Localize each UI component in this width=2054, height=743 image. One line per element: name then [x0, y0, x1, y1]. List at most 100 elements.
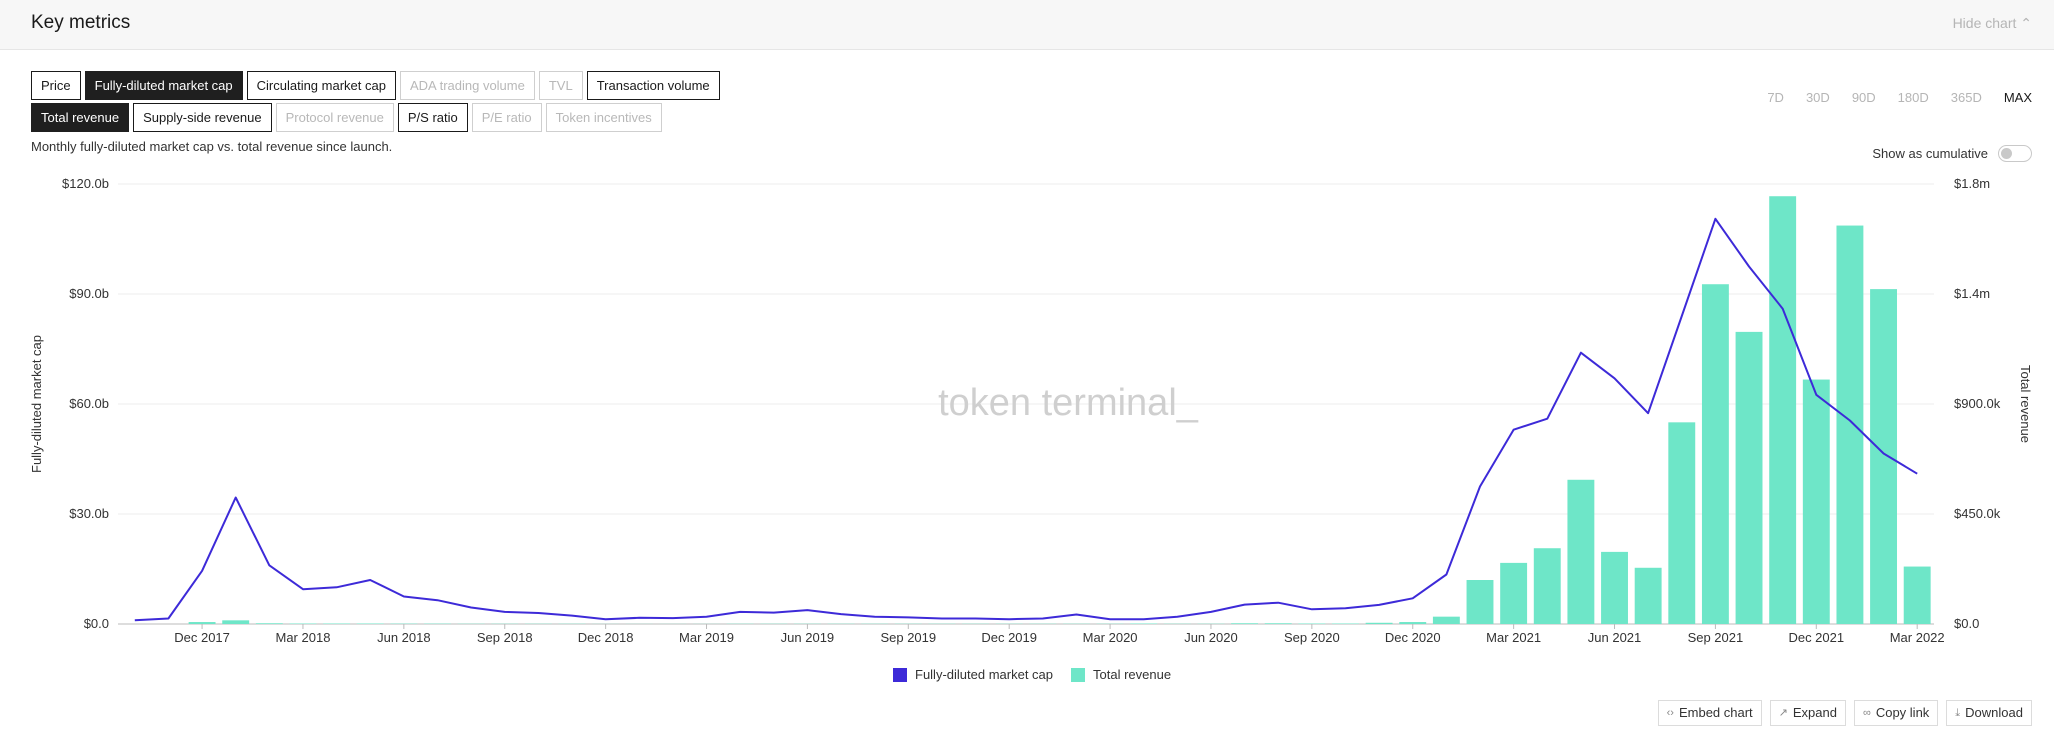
revenue-bar[interactable] [1533, 548, 1561, 624]
legend-label: Fully-diluted market cap [915, 667, 1053, 682]
revenue-bar[interactable] [1701, 284, 1729, 624]
x-tick-label: Mar 2021 [1486, 630, 1541, 645]
revenue-bar[interactable] [1399, 622, 1427, 624]
y-right-tick-label: $900.0k [1954, 396, 2001, 411]
metric-buttons-row-1: Price Fully-diluted market cap Circulating… [31, 71, 724, 100]
y-axis-left-title: Fully-diluted market cap [29, 335, 44, 473]
revenue-bar[interactable] [1567, 479, 1595, 624]
metric-button-price[interactable]: Price [31, 71, 81, 100]
link-icon: ∞ [1862, 707, 1871, 719]
revenue-bar[interactable] [1601, 551, 1628, 624]
revenue-bar[interactable] [1365, 622, 1393, 624]
metric-button-protocol-revenue[interactable]: Protocol revenue [275, 103, 394, 132]
revenue-bar[interactable] [1634, 567, 1662, 624]
metric-button-ada-trading-volume[interactable]: ADA trading volume [399, 71, 535, 100]
x-tick-label: Sep 2021 [1688, 630, 1744, 645]
metric-button-tvl[interactable]: TVL [538, 71, 583, 100]
range-90d[interactable]: 90D [1851, 90, 1876, 105]
revenue-bar[interactable] [1735, 331, 1763, 624]
y-left-tick-label: $0.0 [84, 616, 109, 631]
x-tick-label: Dec 2018 [578, 630, 634, 645]
x-tick-label: Mar 2018 [276, 630, 331, 645]
x-tick-label: Dec 2017 [174, 630, 230, 645]
metric-button-circulating-market-cap[interactable]: Circulating market cap [246, 71, 396, 100]
metric-button-supply-side-revenue[interactable]: Supply-side revenue [133, 103, 272, 132]
revenue-bar[interactable] [1432, 616, 1460, 624]
revenue-bar[interactable] [1802, 379, 1830, 624]
legend-swatch [893, 667, 907, 682]
x-tick-label: Mar 2020 [1083, 630, 1138, 645]
y-right-tick-label: $450.0k [1954, 506, 2001, 521]
revenue-bar[interactable] [1231, 623, 1259, 624]
legend-label: Total revenue [1093, 667, 1172, 682]
market-cap-line[interactable] [134, 217, 1918, 622]
chart-subtitle: Monthly fully-diluted market cap vs. tot… [31, 139, 393, 154]
chart-legend: Fully-diluted market cap Total revenue [893, 667, 1189, 682]
y-left-tick-label: $30.0b [69, 506, 109, 521]
x-tick-label: Sep 2018 [477, 630, 533, 645]
revenue-bar[interactable] [222, 620, 250, 624]
legend-swatch [1071, 667, 1085, 682]
legend-item[interactable]: Fully-diluted market cap [893, 667, 1053, 682]
range-max[interactable]: MAX [2003, 90, 2032, 105]
metric-button-p-e-ratio[interactable]: P/E ratio [471, 103, 542, 132]
embed-chart-button[interactable]: ‹› Embed chart [1657, 700, 1762, 726]
x-tick-label: Sep 2019 [880, 630, 936, 645]
y-right-tick-label: $1.4m [1954, 286, 1990, 301]
x-tick-label: Dec 2019 [981, 630, 1037, 645]
range-7d[interactable]: 7D [1767, 90, 1784, 105]
action-label: Download [1965, 705, 2023, 720]
y-axis-right-title: Total revenue [2018, 365, 2033, 443]
revenue-bar[interactable] [1769, 196, 1797, 624]
watermark-logo: token terminal_ [938, 382, 1199, 424]
range-365d[interactable]: 365D [1950, 90, 1982, 105]
action-label: Expand [1792, 705, 1837, 720]
action-label: Copy link [1875, 705, 1930, 720]
x-tick-label: Dec 2020 [1385, 630, 1441, 645]
revenue-bar[interactable] [255, 623, 283, 624]
metric-button-p-s-ratio[interactable]: P/S ratio [397, 103, 468, 132]
revenue-bar[interactable] [1466, 580, 1494, 624]
cumulative-label: Show as cumulative [1872, 146, 1988, 161]
metric-buttons-row-2: Total revenue Supply-side revenue Protocol… [31, 103, 666, 132]
expand-button[interactable]: ↗ Expand [1769, 700, 1846, 726]
y-left-tick-label: $120.0b [62, 176, 109, 191]
revenue-bar[interactable] [188, 622, 216, 624]
toggle-knob [2001, 148, 2012, 159]
x-tick-label: Dec 2021 [1788, 630, 1844, 645]
x-tick-label: Jun 2019 [781, 630, 835, 645]
revenue-bar[interactable] [1903, 566, 1931, 624]
revenue-bar[interactable] [1264, 623, 1292, 624]
code-icon: ‹› [1666, 707, 1674, 719]
cumulative-toggle[interactable] [1998, 145, 2032, 162]
hide-chart-button[interactable]: Hide chart ⌃ [1952, 15, 2032, 31]
metric-button-fully-diluted-market-cap[interactable]: Fully-diluted market cap [84, 71, 243, 100]
revenue-bar[interactable] [1836, 225, 1864, 625]
download-button[interactable]: ⤓ Download [1946, 700, 2032, 726]
revenue-bar[interactable] [1500, 562, 1528, 624]
x-tick-label: Jun 2021 [1588, 630, 1642, 645]
range-180d[interactable]: 180D [1897, 90, 1929, 105]
download-icon: ⤓ [1955, 707, 1961, 719]
metric-button-transaction-volume[interactable]: Transaction volume [586, 71, 720, 100]
expand-icon: ↗ [1778, 707, 1788, 719]
legend-item[interactable]: Total revenue [1071, 667, 1171, 682]
section-title: Key metrics [31, 12, 131, 33]
chart-actions: ‹› Embed chart ↗ Expand ∞ Copy link ⤓ Download [1650, 700, 2032, 726]
revenue-bar[interactable] [1668, 422, 1696, 624]
x-tick-label: Jun 2020 [1184, 630, 1238, 645]
range-30d[interactable]: 30D [1805, 90, 1830, 105]
copy-link-button[interactable]: ∞ Copy link [1853, 700, 1939, 726]
x-tick-label: Sep 2020 [1284, 630, 1340, 645]
y-left-tick-label: $60.0b [69, 396, 109, 411]
x-tick-label: Jun 2018 [377, 630, 431, 645]
revenue-bar[interactable] [1870, 289, 1898, 624]
metric-button-token-incentives[interactable]: Token incentives [545, 103, 662, 132]
metric-button-total-revenue[interactable]: Total revenue [31, 103, 130, 132]
y-right-tick-label: $0.0 [1954, 616, 1979, 631]
y-right-tick-label: $1.8m [1954, 176, 1990, 191]
chart-header: Key metrics Hide chart ⌃ [0, 0, 2054, 50]
x-tick-label: Mar 2022 [1890, 630, 1945, 645]
time-range-selector: 7D 30D 90D 180D 365D MAX [1745, 90, 2032, 105]
